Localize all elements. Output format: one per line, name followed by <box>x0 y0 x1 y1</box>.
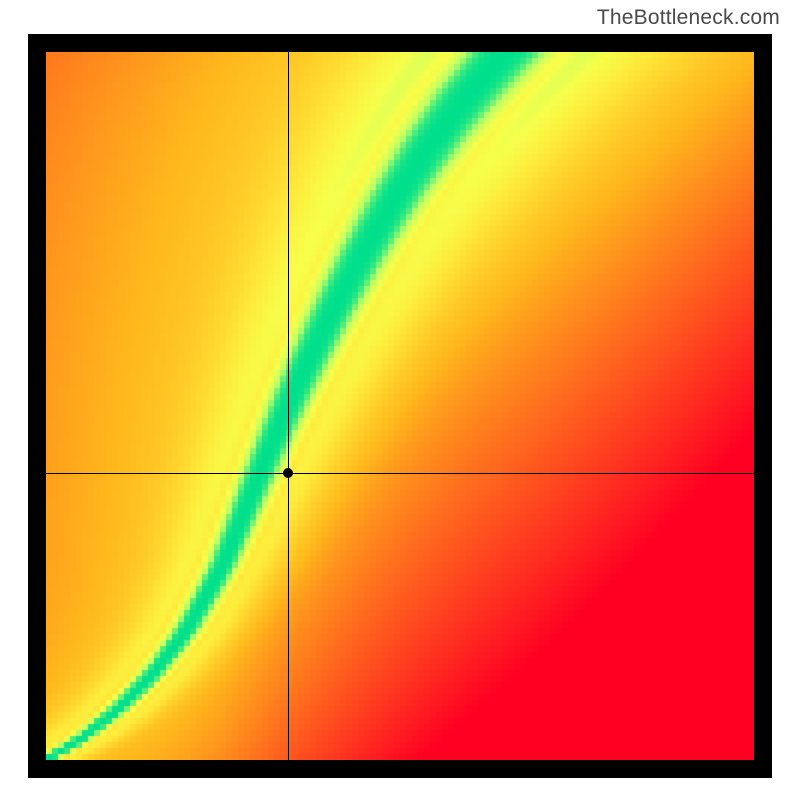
crosshair-horizontal <box>46 473 754 474</box>
heatmap-canvas <box>46 52 754 760</box>
chart-container: TheBottleneck.com <box>0 0 800 800</box>
plot-area <box>46 52 754 760</box>
watermark-text: TheBottleneck.com <box>597 6 780 30</box>
plot-frame <box>28 34 772 778</box>
crosshair-vertical <box>288 52 289 760</box>
bottleneck-marker <box>283 468 293 478</box>
